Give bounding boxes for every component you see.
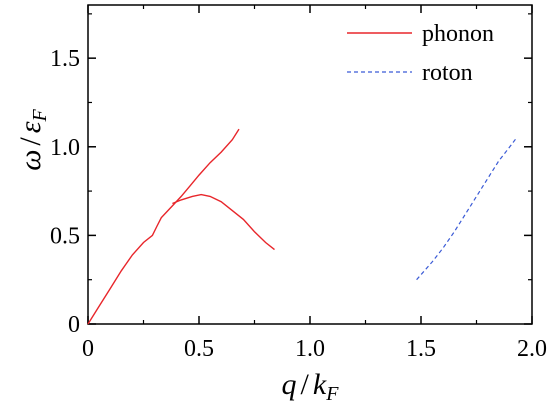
y-title-sub: F	[29, 108, 51, 122]
x-axis-title: q / kF	[282, 368, 340, 405]
series-line-roton	[416, 137, 517, 281]
plot-frame	[87, 4, 533, 325]
y-tick-label: 0	[68, 312, 80, 338]
x-tick-label: 2.0	[517, 336, 547, 362]
legend: phonon roton	[347, 21, 494, 86]
axis-ticks: 0 0.5 1.0 1.5 2.0 0 0.5 1.0 1.5	[50, 5, 547, 362]
x-title-sub: F	[325, 383, 339, 405]
y-axis-title: ω / εF	[14, 108, 51, 170]
legend-label-phonon: phonon	[422, 21, 494, 47]
x-tick-label: 0	[82, 336, 94, 362]
x-title-q: q	[282, 368, 297, 401]
series-group	[87, 128, 517, 325]
x-title-k: k	[313, 368, 327, 401]
y-tick-label: 1.0	[50, 135, 80, 161]
y-tick-label: 1.5	[50, 46, 80, 72]
legend-label-roton: roton	[422, 60, 473, 86]
series-line-phonon	[87, 128, 240, 325]
y-title-omega: ω	[14, 150, 47, 171]
x-tick-label: 1.0	[295, 336, 325, 362]
y-tick-label: 0.5	[50, 223, 80, 249]
x-tick-label: 0.5	[184, 336, 214, 362]
series-line-phonon	[172, 193, 275, 251]
y-title-eps: ε	[14, 121, 47, 133]
y-title-slash: /	[14, 137, 47, 146]
x-tick-label: 1.5	[406, 336, 436, 362]
svg-text:ω/εF: ω / εF	[14, 108, 51, 170]
x-title-slash: /	[301, 368, 310, 401]
svg-text:q/kF: q / kF	[282, 368, 340, 405]
